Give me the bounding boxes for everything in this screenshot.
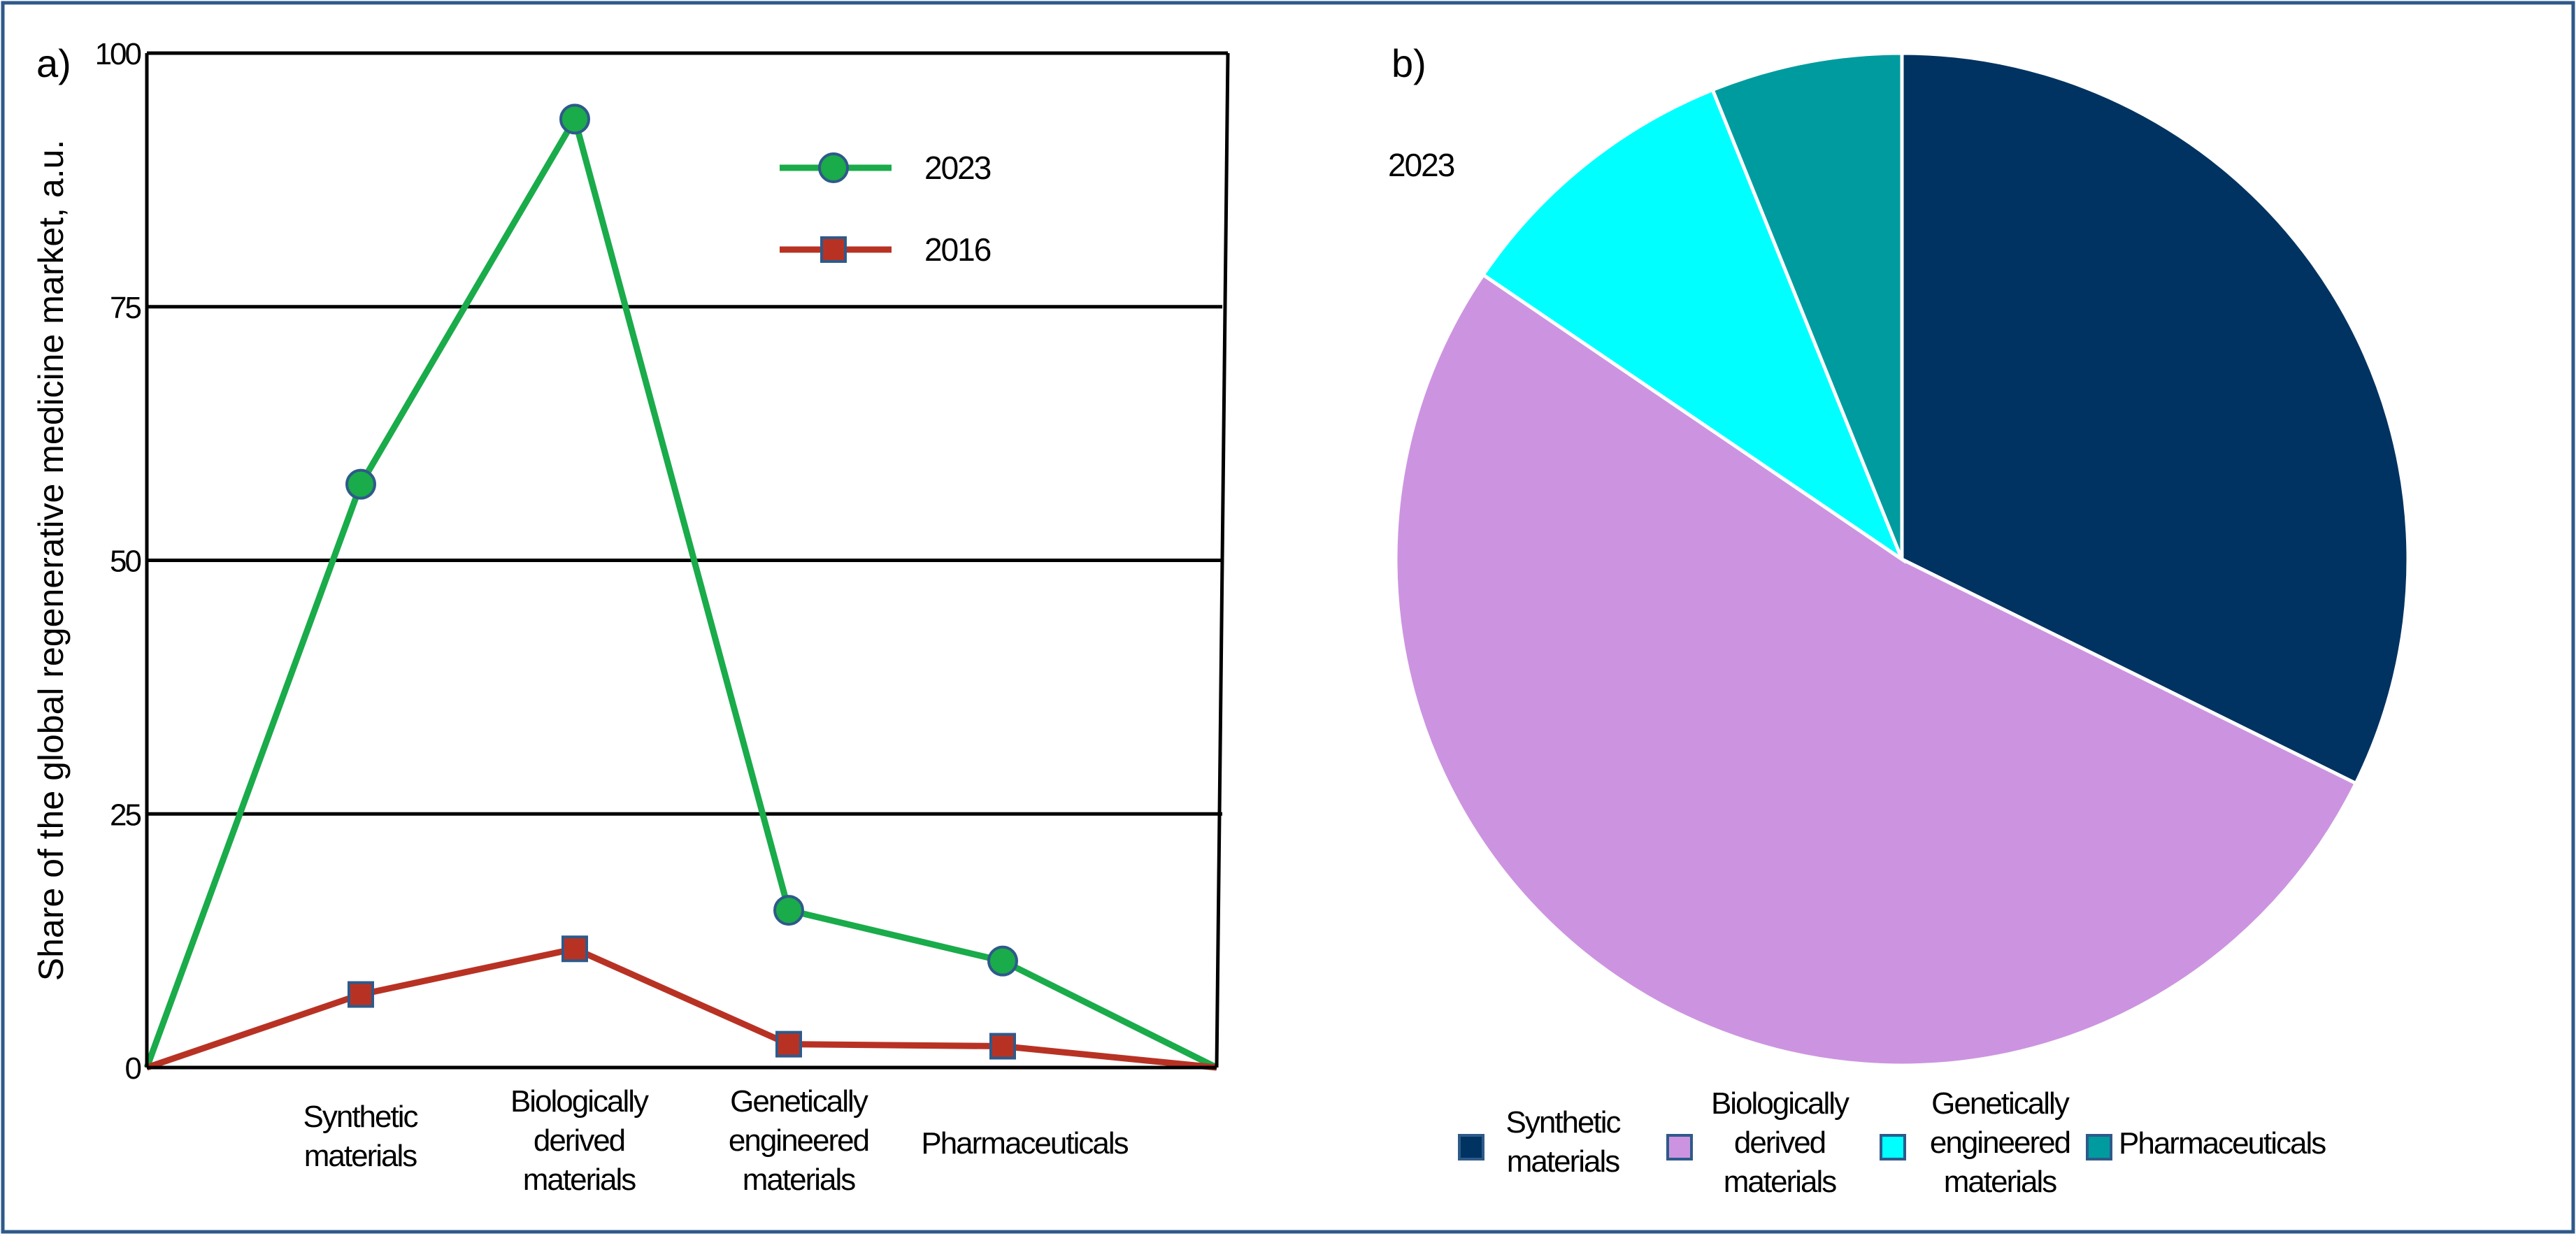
y-tick-label: 50 [110, 545, 141, 579]
data-point-2016 [561, 935, 588, 963]
pie-legend-swatch [1880, 1134, 1906, 1160]
x-tick-label: engineered [729, 1123, 868, 1158]
pie-legend-label: materials [1724, 1165, 1836, 1199]
data-point-2023 [773, 895, 804, 926]
legend-marker-2023 [818, 152, 849, 183]
plot-border-right [1215, 52, 1230, 1068]
x-tick-label: materials [743, 1163, 855, 1197]
legend-label-2023: 2023 [924, 150, 991, 186]
panel-label-b: b) [1391, 41, 1426, 85]
y-tick-label: 75 [110, 291, 141, 325]
data-point-2016 [775, 1030, 802, 1058]
pie-chart-panel: b) 2023 Synthetic materials Biologically de… [1388, 41, 2410, 1199]
series-lines [143, 103, 1219, 1071]
pie-legend-label: materials [1944, 1165, 2056, 1199]
pie-legend-label: engineered [1930, 1126, 2070, 1160]
gridlines [147, 305, 1222, 816]
pie-legend-label: Genetically [1931, 1086, 2070, 1121]
legend-label-2016: 2016 [924, 231, 991, 268]
y-tick-label: 100 [95, 37, 141, 71]
panel-label-a: a) [36, 41, 71, 85]
x-tick-label: materials [304, 1139, 417, 1173]
line-chart-panel: a) 0 25 50 75 100 Share of the global regene… [31, 37, 1230, 1197]
pie-slice [1710, 51, 1904, 560]
data-point-2016 [989, 1033, 1016, 1060]
data-point-2016 [348, 981, 374, 1008]
x-tick-label: Genetically [730, 1084, 868, 1119]
line-legend: 2023 2016 [780, 150, 992, 268]
data-point-2023 [345, 468, 376, 500]
pie-legend-swatch [1458, 1134, 1484, 1160]
pie-legend-label: Pharmaceuticals [2119, 1126, 2326, 1160]
y-tick-label: 25 [110, 798, 141, 832]
x-tick-labels: Synthetic materials Biologically derived mat… [303, 1084, 1130, 1197]
pie-legend-label: materials [1507, 1144, 1619, 1179]
pie-legend-swatch [2086, 1134, 2112, 1160]
x-tick-label: Synthetic [303, 1100, 418, 1134]
pie-legend-label: Biologically [1711, 1086, 1849, 1121]
pie-slices [1394, 51, 2410, 1068]
x-tick-label: derived [534, 1123, 624, 1158]
data-point-2023 [987, 945, 1018, 977]
x-tick-label: Biologically [510, 1084, 649, 1119]
x-tick-label: Pharmaceuticals [921, 1126, 1128, 1160]
series-line-2016 [145, 945, 1217, 1071]
pie-legend-swatch [1666, 1134, 1693, 1160]
pie-legend-label: Synthetic [1506, 1105, 1621, 1140]
pie-slice [1900, 51, 2410, 786]
data-point-2023 [559, 103, 590, 135]
pie-legend-label: derived [1734, 1126, 1825, 1160]
pie-legend: Synthetic materials Biologically derived mat… [1458, 1086, 2327, 1199]
legend-marker-2016 [820, 236, 847, 263]
pie-slice [1394, 272, 2359, 1068]
pie-slice [1480, 87, 1906, 564]
y-tick-label: 0 [125, 1051, 141, 1086]
series-line-2023 [143, 115, 1219, 1071]
x-tick-label: materials [523, 1163, 636, 1197]
y-axis-label: Share of the global regenerative medicin… [31, 140, 71, 981]
pie-title: 2023 [1388, 147, 1454, 183]
